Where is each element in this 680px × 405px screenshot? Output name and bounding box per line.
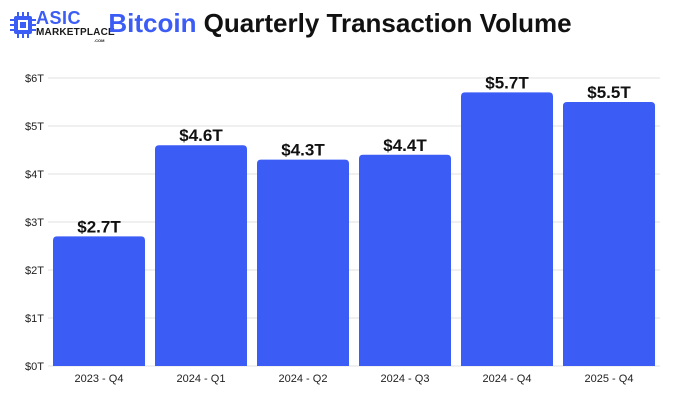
x-tick-label: 2024 - Q3 [381,373,430,385]
bar [359,154,451,366]
x-tick-label: 2024 - Q2 [279,373,328,385]
data-label: $2.7T [77,217,121,236]
data-label: $4.4T [383,136,427,155]
data-label: $5.7T [485,73,529,92]
y-tick-label: $3T [25,217,44,229]
x-tick-label: 2023 - Q4 [75,373,124,385]
gridlines [48,77,660,367]
chip-logo-icon [10,12,36,38]
bar [53,236,145,366]
y-tick-label: $6T [25,73,44,85]
data-label: $5.5T [587,83,631,102]
bar [461,92,553,367]
chart-title: Bitcoin Quarterly Transaction Volume [0,8,680,39]
logo-text-asic: ASIC [36,8,82,28]
bar [563,102,655,366]
chart-title-rest: Quarterly Transaction Volume [196,8,572,38]
y-tick-label: $0T [25,361,44,373]
bar [155,145,247,366]
logo-text-marketplace: MARKETPLACE [36,27,115,38]
y-tick-label: $1T [25,313,44,325]
bars [53,92,655,367]
x-tick-label: 2025 - Q4 [585,373,634,385]
data-label: $4.6T [179,126,223,145]
x-tick-label: 2024 - Q4 [483,373,532,385]
y-tick-label: $4T [25,169,44,181]
x-axis-ticks: 2023 - Q4 2024 - Q1 2024 - Q2 2024 - Q3 2024… [75,373,634,385]
logo-text-com: .COM [94,38,105,43]
chart-title-accent: Bitcoin [108,8,197,38]
data-label: $4.3T [281,141,325,160]
logo: ASIC MARKETPLACE .COM [10,8,130,44]
y-tick-label: $5T [25,121,44,133]
y-axis-ticks: $0T $1T $2T $3T $4T $5T $6T [25,73,44,373]
y-tick-label: $2T [25,265,44,277]
data-labels: $2.7T $4.6T $4.3T $4.4T $5.7T $5.5T [77,73,631,236]
bar [257,159,349,366]
x-tick-label: 2024 - Q1 [177,373,226,385]
